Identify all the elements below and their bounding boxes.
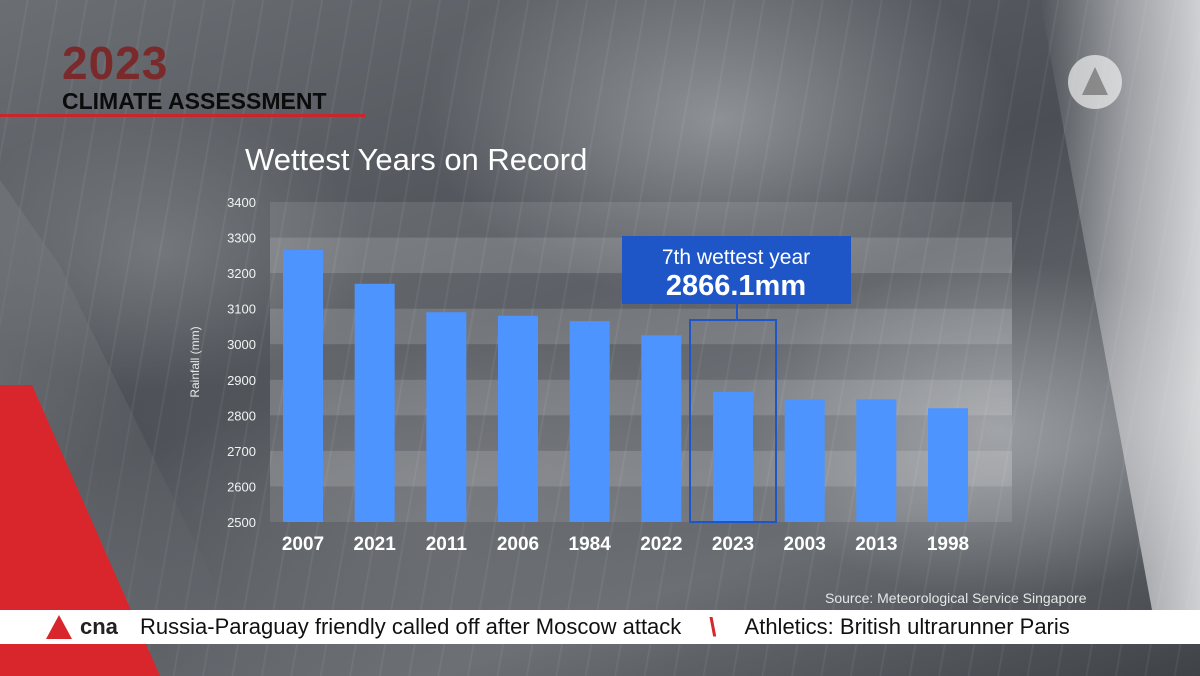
header-year: 2023: [62, 37, 169, 89]
y-tick-label: 2600: [227, 479, 256, 494]
x-tick-label: 2006: [497, 534, 539, 555]
x-tick-label: 2007: [282, 534, 324, 555]
x-tick-label: 1998: [927, 534, 969, 555]
x-tick-label: 2023: [712, 534, 754, 555]
bar-2021: [354, 283, 395, 522]
y-tick-label: 3400: [227, 195, 256, 210]
grid-band: [270, 202, 1012, 238]
y-tick-label: 2700: [227, 444, 256, 459]
cna-triangle-icon: [46, 615, 72, 639]
x-tick-label: 2022: [640, 534, 682, 555]
x-tick-label: 2013: [855, 534, 897, 555]
ticker-headlines: Russia-Paraguay friendly called off afte…: [140, 610, 1200, 644]
source-credit: Source: Meteorological Service Singapore: [825, 590, 1087, 606]
bar-2006: [498, 315, 538, 522]
bar-1998: [928, 408, 968, 522]
callout-label: 7th wettest year: [662, 246, 810, 269]
y-tick-label: 2500: [227, 515, 256, 530]
y-axis-label: Rainfall (mm): [188, 326, 202, 397]
y-tick-label: 3100: [227, 302, 256, 317]
x-tick-label: 1984: [569, 534, 612, 555]
channel-logo-icon: [1068, 55, 1122, 109]
y-tick-label: 2800: [227, 408, 256, 423]
bar-2003: [784, 399, 825, 522]
callout-box: [622, 236, 851, 304]
x-tick-label: 2011: [426, 534, 468, 555]
bar-2013: [856, 399, 897, 522]
bar-2011: [426, 312, 467, 522]
header-subtitle: CLIMATE ASSESSMENT: [62, 88, 327, 114]
bar-2007: [283, 250, 323, 522]
ticker-item: Russia-Paraguay friendly called off afte…: [140, 614, 682, 639]
y-tick-label: 2900: [227, 373, 256, 388]
bar-2023: [713, 391, 753, 522]
y-tick-label: 3300: [227, 231, 256, 246]
x-tick-label: 2021: [354, 534, 397, 555]
cna-logo-text: cna: [80, 614, 118, 639]
callout-value: 2866.1mm: [666, 270, 806, 302]
x-tick-label: 2003: [784, 534, 826, 555]
ticker-separator-icon: \: [709, 611, 717, 642]
y-tick-label: 3000: [227, 337, 256, 352]
ticker-item: Athletics: British ultrarunner Paris: [744, 614, 1070, 639]
segment-header: 2023 CLIMATE ASSESSMENT: [62, 40, 327, 114]
cna-logo: cna: [0, 610, 140, 644]
highlight-box: [689, 319, 777, 523]
bar-2022: [641, 335, 682, 522]
header-underline: [0, 114, 365, 117]
news-ticker: cna Russia-Paraguay friendly called off …: [0, 610, 1200, 644]
chart-title: Wettest Years on Record: [245, 142, 587, 177]
bar-1984: [569, 321, 610, 522]
y-tick-label: 3200: [227, 266, 256, 281]
